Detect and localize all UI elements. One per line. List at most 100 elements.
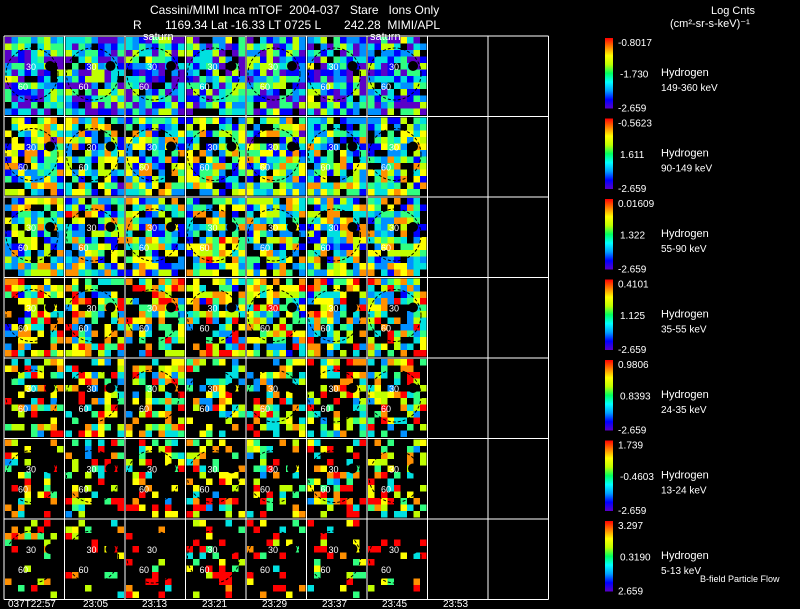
image-pixel (85, 256, 92, 263)
image-pixel (18, 250, 25, 257)
image-pixel (193, 498, 200, 505)
image-pixel (381, 472, 388, 479)
image-pixel (171, 439, 178, 446)
image-pixel (178, 359, 185, 366)
image-pixel (232, 198, 239, 205)
image-pixel (126, 230, 133, 237)
image-pixel (279, 526, 286, 533)
image-pixel (225, 89, 232, 96)
image-cells (5, 37, 427, 598)
image-pixel (340, 391, 347, 398)
image-pixel (158, 56, 165, 63)
image-pixel (260, 311, 267, 318)
image-pixel (314, 317, 321, 324)
image-pixel (98, 398, 105, 405)
image-pixel (139, 504, 146, 511)
image-pixel (368, 585, 375, 592)
image-pixel (178, 163, 185, 170)
image-pixel (387, 69, 394, 76)
image-pixel (292, 124, 299, 131)
image-pixel (247, 156, 254, 163)
image-pixel (104, 37, 111, 44)
image-pixel (152, 150, 159, 157)
image-pixel (132, 263, 139, 270)
image-pixel (333, 311, 340, 318)
image-pixel (24, 237, 31, 244)
colorbar-min: -2.659 (618, 104, 647, 115)
image-pixel (232, 311, 239, 318)
image-pixel (206, 533, 213, 540)
image-pixel (400, 211, 407, 218)
image-pixel (111, 43, 118, 50)
image-pixel (158, 189, 165, 196)
image-pixel (212, 95, 219, 102)
ring-label-60: 60 (200, 324, 210, 334)
image-pixel (139, 82, 146, 89)
image-pixel (368, 424, 375, 431)
image-pixel (232, 552, 239, 559)
image-pixel (413, 263, 420, 270)
image-pixel (199, 43, 206, 50)
image-pixel (152, 117, 159, 124)
image-pixel (104, 230, 111, 237)
image-pixel (346, 459, 353, 466)
image-pixel (232, 411, 239, 418)
image-pixel (171, 211, 178, 218)
ring-label-60: 60 (79, 243, 89, 253)
image-pixel (307, 359, 314, 366)
image-pixel (65, 452, 72, 459)
image-pixel (299, 95, 306, 102)
saturn-disk (408, 222, 418, 232)
image-pixel (104, 359, 111, 366)
image-pixel (307, 398, 314, 405)
image-pixel (171, 150, 178, 157)
image-pixel (387, 189, 394, 196)
image-pixel (299, 163, 306, 170)
image-pixel (413, 117, 420, 124)
image-pixel (178, 95, 185, 102)
image-pixel (232, 82, 239, 89)
image-pixel (5, 150, 12, 157)
image-pixel (18, 150, 25, 157)
image-pixel (327, 50, 334, 57)
image-pixel (50, 337, 57, 344)
image-pixel (314, 243, 321, 250)
image-pixel (57, 330, 64, 337)
image-pixel (387, 50, 394, 57)
image-pixel (279, 224, 286, 231)
image-pixel (292, 263, 299, 270)
image-pixel (199, 211, 206, 218)
image-pixel (266, 182, 273, 189)
image-pixel (44, 578, 51, 585)
image-pixel (158, 291, 165, 298)
image-pixel (346, 76, 353, 83)
image-pixel (381, 217, 388, 224)
image-pixel (111, 411, 118, 418)
image-pixel (193, 485, 200, 492)
image-pixel (65, 269, 72, 276)
image-pixel (152, 95, 159, 102)
image-pixel (165, 298, 172, 305)
image-pixel (420, 69, 427, 76)
image-pixel (247, 169, 254, 176)
image-pixel (206, 237, 213, 244)
image-pixel (171, 398, 178, 405)
image-pixel (44, 491, 51, 498)
image-pixel (199, 63, 206, 70)
image-pixel (279, 130, 286, 137)
image-pixel (117, 304, 124, 311)
image-pixel (65, 250, 72, 257)
image-pixel (333, 298, 340, 305)
image-pixel (186, 498, 193, 505)
image-pixel (126, 108, 133, 115)
image-pixel (320, 237, 327, 244)
image-pixel (292, 150, 299, 157)
image-pixel (225, 311, 232, 318)
image-pixel (387, 485, 394, 492)
image-pixel (31, 137, 38, 144)
image-pixel (11, 533, 18, 540)
image-pixel (327, 224, 334, 231)
image-pixel (238, 182, 245, 189)
image-pixel (286, 411, 293, 418)
image-pixel (232, 156, 239, 163)
